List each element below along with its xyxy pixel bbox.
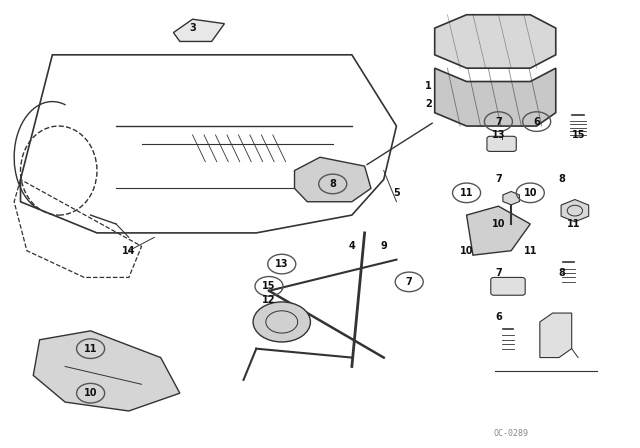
Text: 11: 11	[567, 219, 580, 229]
Text: 11: 11	[524, 246, 537, 256]
Text: 9: 9	[380, 241, 387, 251]
Text: 10: 10	[460, 246, 474, 256]
Text: 1: 1	[425, 81, 432, 91]
Text: 7: 7	[495, 174, 502, 185]
Polygon shape	[435, 15, 556, 68]
Text: 8: 8	[559, 174, 566, 185]
Text: 10: 10	[492, 219, 505, 229]
Polygon shape	[540, 313, 572, 358]
Text: 11: 11	[460, 188, 474, 198]
Polygon shape	[467, 206, 531, 255]
Text: 4: 4	[349, 241, 355, 251]
Text: 8: 8	[559, 268, 566, 278]
Text: 5: 5	[393, 188, 400, 198]
Polygon shape	[435, 68, 556, 126]
Text: 8: 8	[330, 179, 336, 189]
Text: 7: 7	[495, 116, 502, 127]
Text: 15: 15	[572, 130, 586, 140]
FancyBboxPatch shape	[487, 136, 516, 151]
Polygon shape	[173, 19, 225, 42]
Polygon shape	[33, 331, 180, 411]
Circle shape	[253, 302, 310, 342]
FancyBboxPatch shape	[491, 277, 525, 295]
Text: 10: 10	[84, 388, 97, 398]
Text: 2: 2	[425, 99, 432, 109]
Text: OC-0289: OC-0289	[493, 429, 529, 438]
Text: 12: 12	[262, 295, 276, 305]
Text: 14: 14	[122, 246, 136, 256]
Text: 3: 3	[189, 23, 196, 33]
Text: 13: 13	[275, 259, 289, 269]
Text: 15: 15	[262, 281, 276, 291]
Text: 7: 7	[406, 277, 413, 287]
Text: 6: 6	[533, 116, 540, 127]
Text: 6: 6	[495, 313, 502, 323]
Text: 11: 11	[84, 344, 97, 353]
Polygon shape	[294, 157, 371, 202]
Text: 13: 13	[492, 130, 505, 140]
Text: 7: 7	[495, 268, 502, 278]
Text: 10: 10	[524, 188, 537, 198]
